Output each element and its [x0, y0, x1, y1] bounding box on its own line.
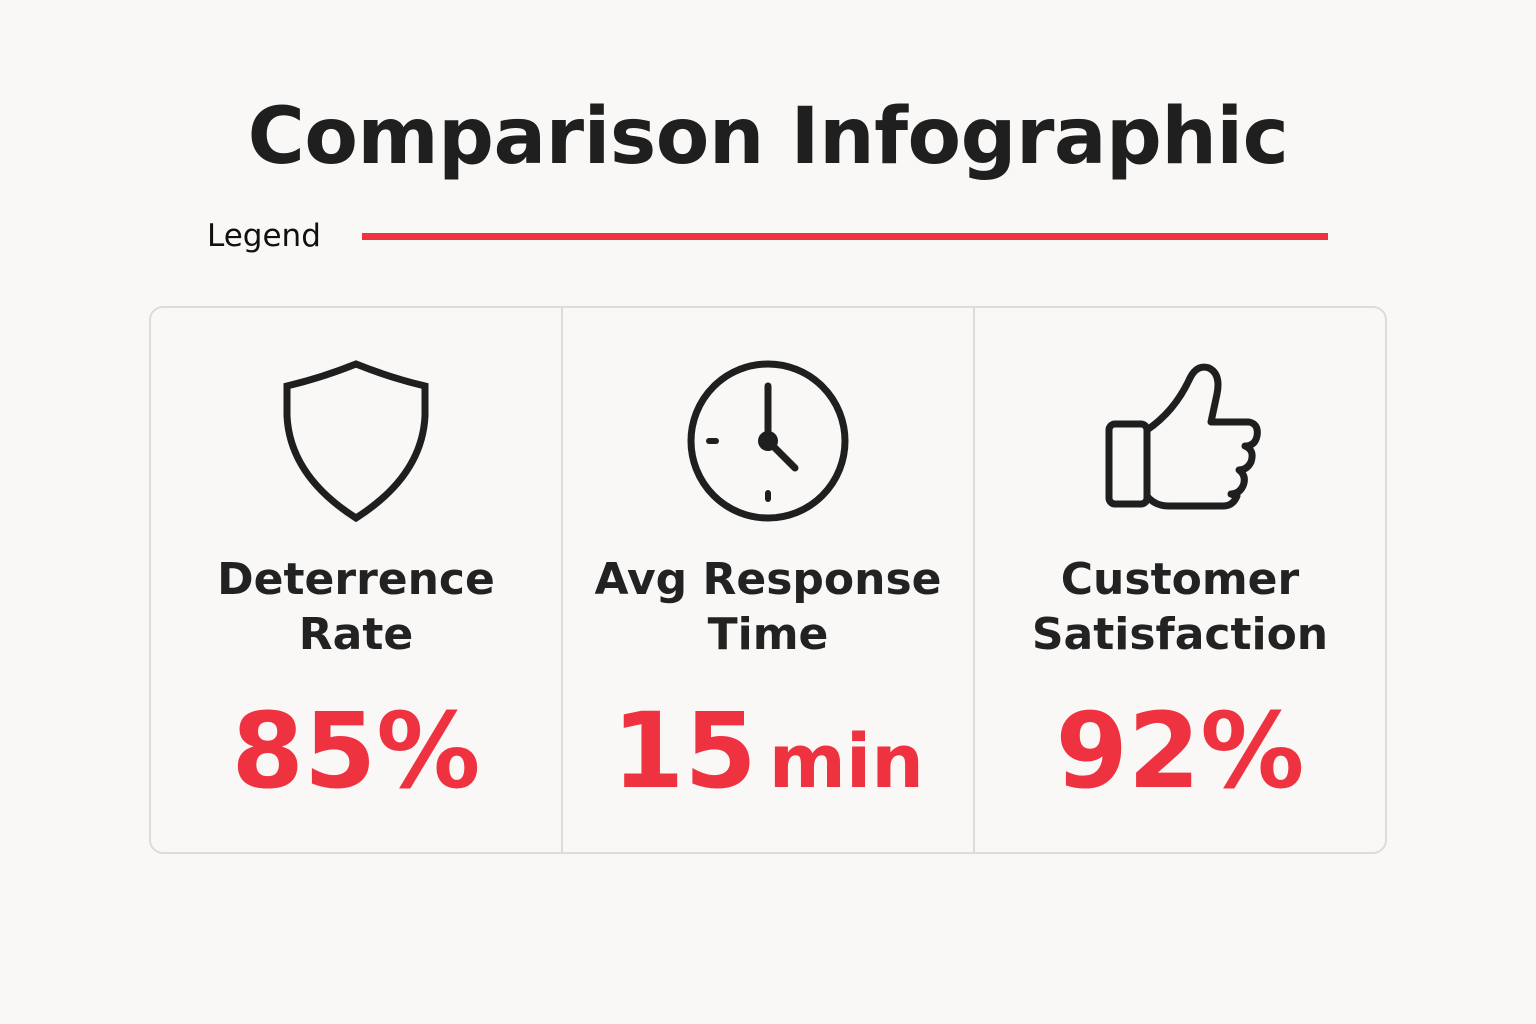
metric-avg-response-time: Avg Response Time 15 min — [561, 308, 973, 852]
shield-icon — [283, 360, 429, 523]
clock-icon — [687, 360, 849, 522]
metric-customer-satisfaction: Customer Satisfaction 92% — [973, 308, 1385, 852]
metric-label: Avg Response Time — [594, 554, 942, 660]
metric-value: 85% — [231, 690, 481, 812]
metrics-card: Deterrence Rate 85% Avg Response Time 15… — [149, 306, 1387, 854]
metric-deterrence-rate: Deterrence Rate 85% — [151, 308, 561, 852]
legend-label: Legend — [207, 218, 321, 254]
metric-label: Deterrence Rate — [217, 554, 495, 660]
metric-label: Customer Satisfaction — [1031, 554, 1329, 660]
legend-line — [362, 233, 1328, 240]
metric-value: 92% — [1055, 690, 1305, 812]
thumbs-up-icon — [1105, 363, 1261, 510]
metric-value: 15 min — [612, 690, 924, 812]
page-title: Comparison Infographic — [247, 92, 1289, 182]
